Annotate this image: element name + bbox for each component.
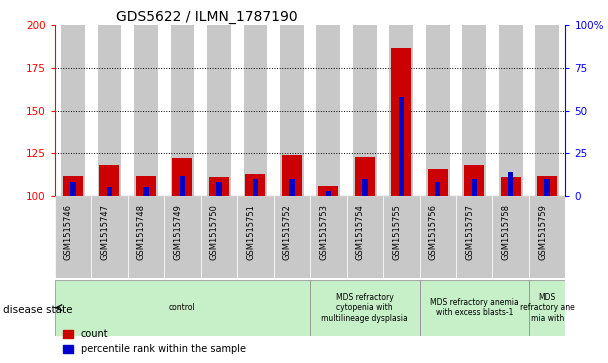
Bar: [544, 179, 550, 196]
Bar: [282, 155, 302, 196]
Text: GDS5622 / ILMN_1787190: GDS5622 / ILMN_1787190: [116, 11, 298, 24]
Bar: [316, 25, 340, 196]
Bar: [99, 165, 119, 196]
Bar: [70, 182, 75, 196]
Text: control: control: [169, 303, 196, 312]
Bar: [529, 280, 565, 336]
Text: MDS refractory anemia
with excess blasts-1: MDS refractory anemia with excess blasts…: [430, 298, 519, 317]
Bar: [91, 196, 128, 278]
Bar: [354, 157, 375, 196]
Bar: [134, 25, 157, 196]
Text: GSM1515757: GSM1515757: [465, 204, 474, 260]
Bar: [252, 179, 258, 196]
Text: GSM1515755: GSM1515755: [392, 204, 401, 260]
Bar: [164, 196, 201, 278]
Bar: [353, 25, 376, 196]
Bar: [106, 187, 112, 196]
Bar: [310, 196, 347, 278]
Bar: [172, 159, 192, 196]
Bar: [274, 196, 310, 278]
Text: GSM1515748: GSM1515748: [137, 204, 146, 260]
Text: GSM1515750: GSM1515750: [210, 204, 219, 260]
Bar: [237, 196, 274, 278]
Bar: [471, 179, 477, 196]
Bar: [426, 25, 449, 196]
Bar: [435, 182, 440, 196]
Bar: [136, 176, 156, 196]
Bar: [55, 280, 310, 336]
Bar: [209, 177, 229, 196]
Text: GSM1515756: GSM1515756: [429, 204, 438, 260]
Text: GSM1515747: GSM1515747: [100, 204, 109, 260]
Bar: [508, 172, 513, 196]
Bar: [97, 25, 121, 196]
Bar: [391, 48, 411, 196]
Bar: [383, 196, 420, 278]
Bar: [201, 196, 237, 278]
Text: GSM1515759: GSM1515759: [538, 204, 547, 260]
Bar: [456, 196, 492, 278]
Bar: [500, 177, 520, 196]
Bar: [398, 97, 404, 196]
Bar: [170, 25, 194, 196]
Bar: [61, 25, 85, 196]
Text: GSM1515753: GSM1515753: [319, 204, 328, 260]
Text: GSM1515751: GSM1515751: [246, 204, 255, 260]
Text: GSM1515754: GSM1515754: [356, 204, 365, 260]
Bar: [289, 179, 294, 196]
Bar: [310, 280, 420, 336]
Text: GSM1515758: GSM1515758: [502, 204, 511, 260]
Bar: [462, 25, 486, 196]
Bar: [535, 25, 559, 196]
Bar: [207, 25, 230, 196]
Bar: [389, 25, 413, 196]
Legend: count, percentile rank within the sample: count, percentile rank within the sample: [60, 326, 250, 358]
Bar: [318, 186, 338, 196]
Bar: [280, 25, 303, 196]
Bar: [325, 191, 331, 196]
Bar: [63, 176, 83, 196]
Bar: [347, 196, 383, 278]
Bar: [55, 196, 91, 278]
Bar: [420, 196, 456, 278]
Bar: [537, 176, 557, 196]
Text: MDS refractory
cytopenia with
multilineage dysplasia: MDS refractory cytopenia with multilinea…: [322, 293, 408, 323]
Bar: [179, 176, 185, 196]
Text: MDS
refractory ane
mia with: MDS refractory ane mia with: [520, 293, 575, 323]
Text: disease state: disease state: [3, 305, 72, 315]
Bar: [143, 187, 148, 196]
Bar: [128, 196, 164, 278]
Bar: [216, 182, 221, 196]
Bar: [427, 169, 447, 196]
Bar: [245, 174, 265, 196]
Text: GSM1515752: GSM1515752: [283, 204, 292, 260]
Bar: [362, 179, 367, 196]
Text: GSM1515746: GSM1515746: [64, 204, 73, 260]
Bar: [529, 196, 565, 278]
Bar: [420, 280, 529, 336]
Bar: [464, 165, 484, 196]
Bar: [499, 25, 522, 196]
Bar: [492, 196, 529, 278]
Text: GSM1515749: GSM1515749: [173, 204, 182, 260]
Bar: [243, 25, 267, 196]
